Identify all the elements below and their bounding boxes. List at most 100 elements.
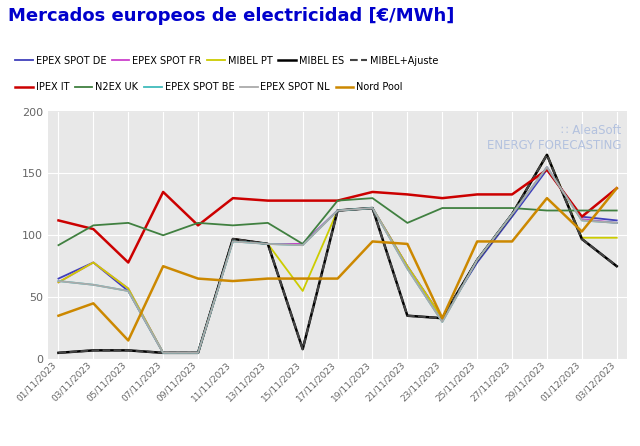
N2EX UK	[438, 205, 446, 211]
N2EX UK	[194, 220, 202, 226]
EPEX SPOT BE	[369, 205, 376, 211]
EPEX SPOT FR	[334, 208, 342, 213]
EPEX SPOT NL	[194, 350, 202, 355]
IPEX IT	[438, 195, 446, 201]
Nord Pool	[124, 338, 132, 343]
EPEX SPOT DE	[613, 218, 621, 223]
EPEX SPOT BE	[543, 165, 551, 170]
IPEX IT	[578, 214, 586, 219]
EPEX SPOT FR	[543, 165, 551, 170]
EPEX SPOT DE	[159, 350, 167, 355]
MIBEL ES	[299, 347, 307, 352]
EPEX SPOT DE	[578, 214, 586, 219]
MIBEL ES	[264, 241, 271, 247]
Nord Pool	[613, 186, 621, 191]
MIBEL+Ajuste	[194, 350, 202, 355]
MIBEL PT	[369, 205, 376, 211]
MIBEL ES	[334, 208, 342, 213]
Nord Pool	[229, 278, 237, 284]
N2EX UK	[474, 205, 481, 211]
MIBEL+Ajuste	[264, 241, 271, 247]
EPEX SPOT NL	[229, 239, 237, 244]
EPEX SPOT DE	[194, 350, 202, 355]
EPEX SPOT NL	[578, 218, 586, 223]
MIBEL+Ajuste	[334, 208, 342, 213]
N2EX UK	[578, 208, 586, 213]
MIBEL ES	[543, 152, 551, 157]
Line: EPEX SPOT DE: EPEX SPOT DE	[58, 169, 617, 353]
Nord Pool	[404, 241, 412, 247]
IPEX IT	[613, 186, 621, 191]
IPEX IT	[229, 195, 237, 201]
EPEX SPOT NL	[543, 165, 551, 170]
EPEX SPOT FR	[369, 205, 376, 211]
EPEX SPOT DE	[369, 205, 376, 211]
EPEX SPOT FR	[578, 216, 586, 222]
MIBEL ES	[474, 257, 481, 263]
EPEX SPOT BE	[124, 288, 132, 293]
N2EX UK	[54, 243, 62, 248]
MIBEL PT	[194, 350, 202, 355]
MIBEL PT	[124, 286, 132, 291]
Text: Mercados europeos de electricidad [€/MWh]: Mercados europeos de electricidad [€/MWh…	[8, 7, 454, 25]
IPEX IT	[194, 223, 202, 228]
EPEX SPOT DE	[54, 276, 62, 281]
N2EX UK	[334, 198, 342, 203]
Line: MIBEL PT: MIBEL PT	[58, 155, 617, 353]
EPEX SPOT FR	[299, 241, 307, 247]
IPEX IT	[124, 260, 132, 265]
Nord Pool	[369, 239, 376, 244]
MIBEL ES	[194, 350, 202, 355]
MIBEL PT	[438, 315, 446, 321]
Nord Pool	[508, 239, 516, 244]
Nord Pool	[438, 315, 446, 321]
EPEX SPOT BE	[54, 278, 62, 284]
EPEX SPOT NL	[438, 319, 446, 325]
MIBEL ES	[508, 211, 516, 217]
MIBEL PT	[299, 288, 307, 293]
EPEX SPOT FR	[90, 260, 97, 265]
EPEX SPOT DE	[229, 236, 237, 242]
IPEX IT	[369, 189, 376, 194]
EPEX SPOT BE	[578, 218, 586, 223]
EPEX SPOT DE	[438, 315, 446, 321]
EPEX SPOT NL	[369, 205, 376, 211]
MIBEL+Ajuste	[578, 236, 586, 242]
MIBEL ES	[90, 348, 97, 353]
Nord Pool	[159, 264, 167, 269]
EPEX SPOT DE	[264, 241, 271, 247]
EPEX SPOT FR	[508, 211, 516, 217]
Line: N2EX UK: N2EX UK	[58, 198, 617, 245]
Nord Pool	[194, 276, 202, 281]
MIBEL+Ajuste	[369, 205, 376, 211]
EPEX SPOT NL	[124, 288, 132, 293]
N2EX UK	[369, 195, 376, 201]
EPEX SPOT NL	[54, 278, 62, 284]
IPEX IT	[299, 198, 307, 203]
MIBEL ES	[404, 313, 412, 318]
Nord Pool	[54, 313, 62, 318]
EPEX SPOT FR	[194, 350, 202, 355]
MIBEL ES	[124, 348, 132, 353]
MIBEL ES	[438, 315, 446, 321]
EPEX SPOT FR	[474, 257, 481, 263]
MIBEL PT	[90, 260, 97, 265]
EPEX SPOT BE	[264, 241, 271, 247]
Legend: IPEX IT, N2EX UK, EPEX SPOT BE, EPEX SPOT NL, Nord Pool: IPEX IT, N2EX UK, EPEX SPOT BE, EPEX SPO…	[12, 78, 406, 96]
Nord Pool	[578, 229, 586, 234]
Legend: EPEX SPOT DE, EPEX SPOT FR, MIBEL PT, MIBEL ES, MIBEL+Ajuste: EPEX SPOT DE, EPEX SPOT FR, MIBEL PT, MI…	[12, 52, 442, 70]
MIBEL PT	[264, 241, 271, 247]
MIBEL ES	[229, 236, 237, 242]
Nord Pool	[264, 276, 271, 281]
MIBEL PT	[543, 152, 551, 157]
MIBEL+Ajuste	[229, 236, 237, 242]
EPEX SPOT DE	[508, 214, 516, 219]
EPEX SPOT FR	[159, 350, 167, 355]
IPEX IT	[334, 198, 342, 203]
MIBEL ES	[613, 264, 621, 269]
IPEX IT	[54, 218, 62, 223]
Nord Pool	[474, 239, 481, 244]
EPEX SPOT DE	[334, 208, 342, 213]
EPEX SPOT DE	[543, 167, 551, 172]
EPEX SPOT BE	[334, 208, 342, 213]
